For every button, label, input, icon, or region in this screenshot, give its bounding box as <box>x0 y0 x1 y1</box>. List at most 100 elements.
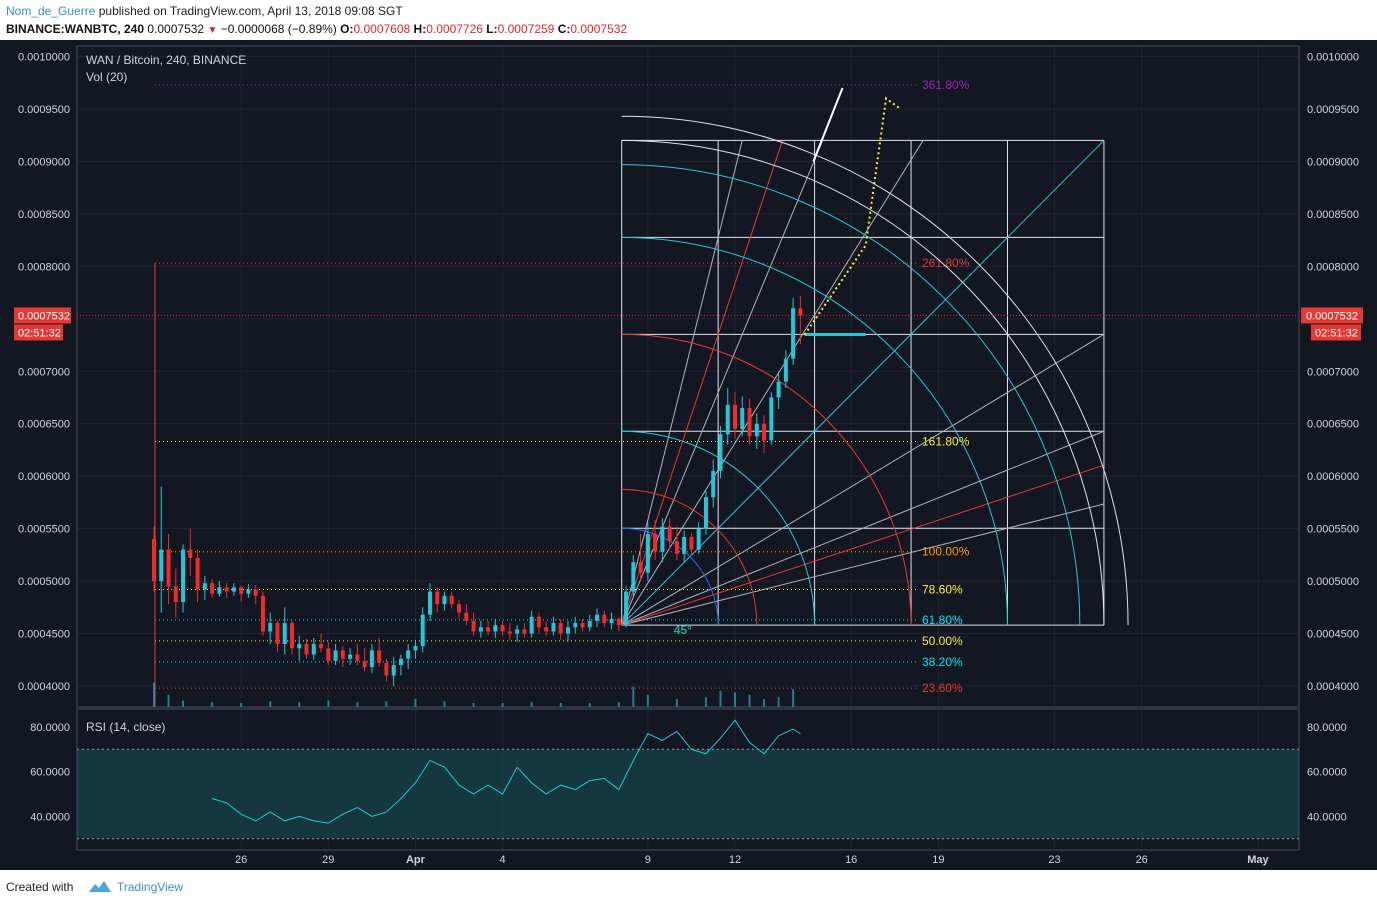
rsi-tick-left: 80.0000 <box>30 722 70 734</box>
tradingview-link[interactable]: TradingView <box>117 880 184 894</box>
candle-body <box>471 620 476 632</box>
candle-body <box>478 627 483 632</box>
candle-body <box>275 623 280 645</box>
fib-level-label: 61.80% <box>922 613 963 627</box>
fib-level-label: 38.20% <box>922 655 963 669</box>
y-tick-left: 0.0006500 <box>18 419 70 431</box>
candle-body <box>195 558 200 590</box>
candle-body <box>696 528 701 550</box>
volume-bar <box>414 698 417 707</box>
gann-fan-line <box>621 503 1105 626</box>
last-price-tag-right-bg <box>1301 307 1363 324</box>
gann-fan-red-line <box>621 464 1105 626</box>
x-tick-label: 23 <box>1048 854 1060 866</box>
y-tick-right: 0.0005500 <box>1307 524 1359 536</box>
candle-body <box>500 625 505 632</box>
y-tick-left: 0.0005000 <box>18 576 70 588</box>
fib-level-label: 161.80% <box>922 435 970 449</box>
published-text: published on TradingView.com, April 13, … <box>95 4 403 18</box>
fib-level-label: 23.60% <box>922 681 963 695</box>
rsi-line <box>211 719 801 824</box>
gann-arc <box>621 430 816 626</box>
last-price-tag-right: 0.0007532 <box>1306 310 1358 322</box>
gann-arc <box>621 115 1129 626</box>
tradingview-cloud-icon[interactable] <box>87 879 113 895</box>
last-price: 0.0007532 <box>147 22 205 36</box>
candle-body <box>711 470 716 498</box>
chart-canvas[interactable]: 361.80% 261.80% 161.80% 100.00% 78.60% 61.80%… <box>0 40 1377 870</box>
candle-body <box>260 595 265 632</box>
candle-body <box>522 629 527 634</box>
candle-body <box>544 627 549 632</box>
candle-body <box>420 614 425 647</box>
high-value: 0.0007726 <box>426 22 483 36</box>
y-tick-left: 0.0004000 <box>18 681 70 693</box>
fib-level-label: 100.00% <box>922 545 970 559</box>
gann-fan-line <box>621 140 743 626</box>
volume-bar <box>501 702 504 707</box>
gann-fan-line <box>621 430 1105 626</box>
candles <box>152 295 803 687</box>
candle-body <box>565 627 570 634</box>
y-tick-left: 0.0008500 <box>18 209 70 221</box>
candle-body <box>638 562 643 573</box>
last-price-tag-left: 0.0007532 <box>18 310 70 322</box>
gann-fan-45-line <box>621 140 1105 626</box>
candle-body <box>413 646 418 651</box>
close-label: C: <box>557 22 571 36</box>
trend-line <box>812 87 844 162</box>
candle-body <box>631 562 636 592</box>
candle-body <box>427 591 432 615</box>
fib-level-label: 78.60% <box>922 582 963 596</box>
candle-body <box>326 648 331 661</box>
candle-body <box>166 549 171 587</box>
volume-bar <box>240 702 243 707</box>
candle-body <box>348 654 353 659</box>
gann-arc <box>621 488 758 626</box>
gann-arc <box>621 527 719 626</box>
y-tick-right: 0.0009500 <box>1307 104 1359 116</box>
x-tick-label: 9 <box>645 854 651 866</box>
candle-body <box>486 627 491 632</box>
gann-fan-line <box>621 333 1105 626</box>
candle-body <box>188 549 193 559</box>
candle-body <box>674 541 679 554</box>
y-tick-right: 0.0008000 <box>1307 261 1359 273</box>
candle-body <box>398 658 403 666</box>
close-value: 0.0007532 <box>570 22 628 36</box>
volume-bar <box>792 689 795 707</box>
x-tick-label: 12 <box>729 854 741 866</box>
chart-header: Nom_de_Guerre published on TradingView.c… <box>0 0 1377 40</box>
candle-body <box>210 583 215 594</box>
candle-body <box>558 623 563 634</box>
candle-body <box>747 407 752 437</box>
author-link[interactable]: Nom_de_Guerre <box>6 4 96 18</box>
candle-body <box>202 583 207 590</box>
volume-bar <box>530 702 533 707</box>
candle-body <box>246 589 251 594</box>
volume-bar <box>617 702 620 707</box>
footer: Created with TradingView <box>0 870 1377 905</box>
candle-body <box>783 358 788 382</box>
candle-body <box>733 404 737 429</box>
candle-body <box>217 587 222 594</box>
fib-level-label: 261.80% <box>922 256 970 270</box>
chart-area[interactable]: 361.80% 261.80% 161.80% 100.00% 78.60% 61.80%… <box>0 40 1377 870</box>
x-tick-label: May <box>1247 854 1269 866</box>
gann-fan-line <box>621 140 924 626</box>
countdown-left: 02:51:32 <box>18 327 61 339</box>
candle-body <box>507 631 512 634</box>
candle-body <box>624 591 629 626</box>
candle-body <box>740 407 745 429</box>
y-tick-right: 0.0006500 <box>1307 419 1359 431</box>
y-tick-left: 0.0007000 <box>18 366 70 378</box>
volume-bar <box>675 698 678 707</box>
candle-body <box>645 533 650 573</box>
down-triangle-icon: ▼ <box>207 25 218 36</box>
publish-line: Nom_de_Guerre published on TradingView.c… <box>6 4 403 18</box>
candle-body <box>435 591 440 605</box>
price-change: −0.0000068 (−0.89%) <box>220 22 337 36</box>
candle-body <box>377 650 382 663</box>
symbol-label[interactable]: BINANCE:WANBTC, 240 <box>6 22 145 36</box>
high-label: H: <box>413 22 427 36</box>
